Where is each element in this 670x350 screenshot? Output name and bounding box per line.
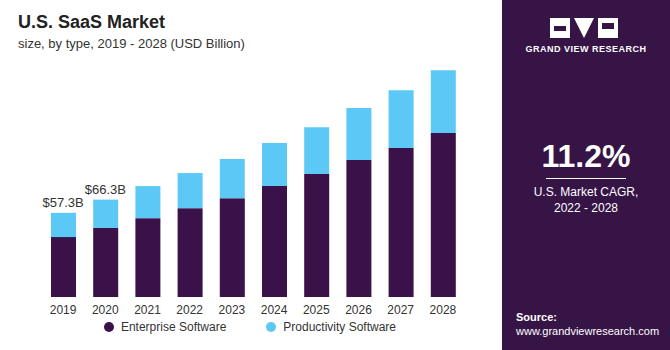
html-text:U.S. SaaS Market: U.S. SaaS Market bbox=[18, 12, 166, 32]
html-text:www.grandviewresearch.com: www.grandviewresearch.com bbox=[516, 325, 660, 337]
html-text:Source:: Source: bbox=[516, 311, 557, 323]
svg-text:2026: 2026 bbox=[345, 303, 372, 317]
svg-text:2019: 2019 bbox=[50, 303, 77, 317]
html-text:Enterprise Software: Enterprise Software bbox=[120, 320, 227, 334]
html-text:U.S. Market CAGR,: U.S. Market CAGR, bbox=[533, 185, 639, 199]
svg-text:2022: 2022 bbox=[176, 303, 203, 317]
svg-text:2028: 2028 bbox=[430, 303, 457, 317]
svg-text:$66.3B: $66.3B bbox=[85, 182, 126, 197]
svg-text:2023: 2023 bbox=[219, 303, 246, 317]
svg-text:2027: 2027 bbox=[387, 303, 414, 317]
html-text:11.2%: 11.2% bbox=[541, 138, 631, 174]
html-text:Productivity Software: Productivity Software bbox=[283, 320, 396, 334]
svg-text:2021: 2021 bbox=[134, 303, 161, 317]
svg-text:2025: 2025 bbox=[303, 303, 330, 317]
svg-text:$57.3B: $57.3B bbox=[42, 195, 83, 210]
svg-text:2024: 2024 bbox=[261, 303, 288, 317]
svg-text:2020: 2020 bbox=[92, 303, 119, 317]
html-text:GRAND VIEW RESEARCH: GRAND VIEW RESEARCH bbox=[525, 44, 647, 54]
html-text:2022 - 2028: 2022 - 2028 bbox=[554, 201, 618, 215]
html-text:size, by type, 2019 - 2028 (US: size, by type, 2019 - 2028 (USD Billion) bbox=[18, 36, 245, 51]
